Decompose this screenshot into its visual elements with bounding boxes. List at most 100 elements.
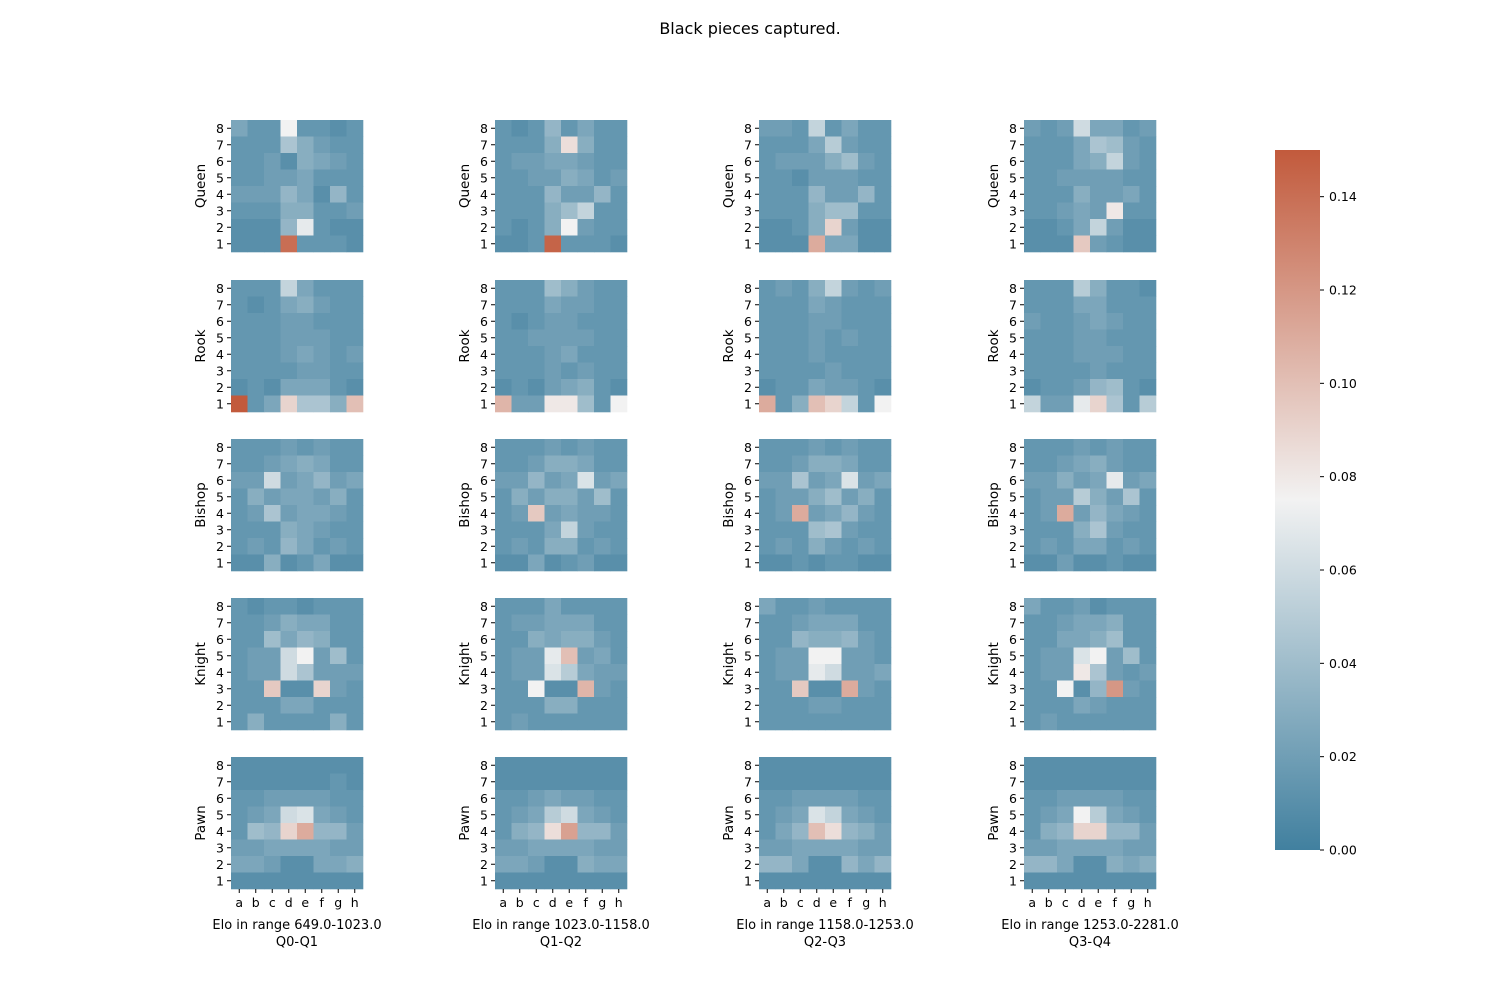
heatmap-cell	[874, 346, 892, 363]
rank-tick-label: 8	[1009, 758, 1017, 773]
heatmap-cell	[264, 362, 281, 380]
heatmap-cell	[858, 169, 875, 187]
rank-tick-label: 3	[216, 840, 224, 855]
heatmap-cell	[1073, 538, 1091, 555]
rank-tick-label: 1	[744, 236, 752, 251]
rank-tick-label: 2	[480, 857, 488, 872]
heatmap-cell	[313, 598, 331, 615]
heatmap-cell	[1040, 664, 1058, 681]
heatmap-cell	[231, 186, 248, 203]
heatmap-cell	[1106, 554, 1124, 572]
heatmap-cell	[1123, 790, 1140, 807]
heatmap-cell	[775, 790, 793, 807]
file-tick-label: a	[235, 895, 243, 910]
heatmap-cell	[264, 757, 281, 774]
heatmap-cell	[330, 823, 347, 840]
heatmap-cell	[528, 329, 545, 347]
rank-tick-label: 4	[1009, 824, 1017, 839]
rank-tick-label: 4	[480, 347, 488, 362]
rank-tick-label: 3	[744, 363, 752, 378]
heatmap-cell	[792, 346, 809, 363]
heatmap-cell	[544, 136, 562, 154]
piece-axis-label: Pawn	[721, 805, 737, 840]
heatmap-cell	[528, 313, 545, 330]
heatmap-cell	[1024, 554, 1041, 572]
heatmap-cell	[858, 647, 875, 665]
heatmap-cell	[561, 235, 578, 253]
heatmap-cell	[264, 472, 281, 489]
heatmap-cell	[610, 313, 628, 330]
heatmap-cell	[511, 554, 529, 572]
heatmap-cell	[280, 713, 298, 731]
heatmap-cell	[610, 472, 628, 489]
heatmap-cell	[330, 538, 347, 555]
heatmap-cell	[1106, 680, 1124, 698]
heatmap-cell	[825, 790, 842, 807]
heatmap-cell	[1024, 773, 1041, 791]
heatmap-cell	[511, 153, 529, 170]
heatmap-cell	[247, 439, 265, 456]
heatmap-cell	[1057, 856, 1074, 873]
heatmap-cell	[874, 598, 892, 615]
heatmap-cell	[874, 806, 892, 824]
heatmap-cell	[495, 598, 512, 615]
heatmap-cell	[231, 538, 248, 555]
heatmap-cell	[1090, 488, 1107, 506]
heatmap-cell	[247, 856, 265, 873]
heatmap-cell	[759, 538, 776, 555]
heatmap-cell	[1139, 472, 1157, 489]
heatmap-cell	[1090, 647, 1107, 665]
heatmap-cell	[231, 713, 248, 731]
rank-tick-label: 8	[744, 440, 752, 455]
heatmap-cell	[1057, 329, 1074, 347]
heatmap-cell	[528, 280, 545, 297]
heatmap-cell	[808, 790, 826, 807]
heatmap-cell	[280, 296, 298, 314]
heatmap-cell	[313, 186, 331, 203]
heatmap-cell	[1090, 521, 1107, 539]
heatmap-cell	[297, 697, 314, 714]
heatmap-cell	[544, 614, 562, 632]
rank-tick-label: 3	[480, 840, 488, 855]
heatmap-cell	[1106, 505, 1124, 522]
heatmap-cell	[561, 806, 578, 824]
heatmap-cell	[280, 647, 298, 665]
column-label-quartile: Q2-Q3	[804, 935, 846, 950]
file-tick-label: f	[584, 895, 589, 910]
heatmap-cell	[808, 395, 826, 413]
heatmap-cell	[528, 455, 545, 473]
heatmap-cell	[561, 713, 578, 731]
heatmap-cell	[280, 455, 298, 473]
rank-tick-label: 4	[216, 824, 224, 839]
heatmap-cell	[561, 439, 578, 456]
heatmap-cell	[577, 823, 595, 840]
heatmap-cell	[247, 362, 265, 380]
rank-tick-label: 2	[216, 380, 224, 395]
heatmap-cell	[759, 136, 776, 154]
heatmap-cell	[858, 120, 875, 137]
heatmap-cell	[330, 773, 347, 791]
heatmap-cell	[330, 598, 347, 615]
heatmap-cell	[297, 169, 314, 187]
heatmap-cell	[346, 790, 364, 807]
heatmap-cell	[280, 202, 298, 220]
heatmap-cell	[495, 346, 512, 363]
heatmap-cell	[231, 296, 248, 314]
rank-tick-label: 2	[1009, 698, 1017, 713]
heatmap-cell	[1090, 757, 1107, 774]
rank-tick-label: 5	[1009, 648, 1017, 663]
heatmap-cell	[297, 839, 314, 857]
rank-tick-label: 7	[1009, 297, 1017, 312]
heatmap-cell	[511, 806, 529, 824]
heatmap-cell	[775, 280, 793, 297]
heatmap-cell	[759, 554, 776, 572]
heatmap-cell	[792, 521, 809, 539]
heatmap-cell	[594, 538, 611, 555]
column-label-quartile: Q0-Q1	[276, 935, 318, 950]
rank-tick-label: 1	[744, 396, 752, 411]
colorbar-tick-label: 0.06	[1329, 563, 1357, 578]
heatmap-cell	[330, 790, 347, 807]
heatmap-cell	[841, 395, 859, 413]
heatmap-cell	[247, 379, 265, 396]
